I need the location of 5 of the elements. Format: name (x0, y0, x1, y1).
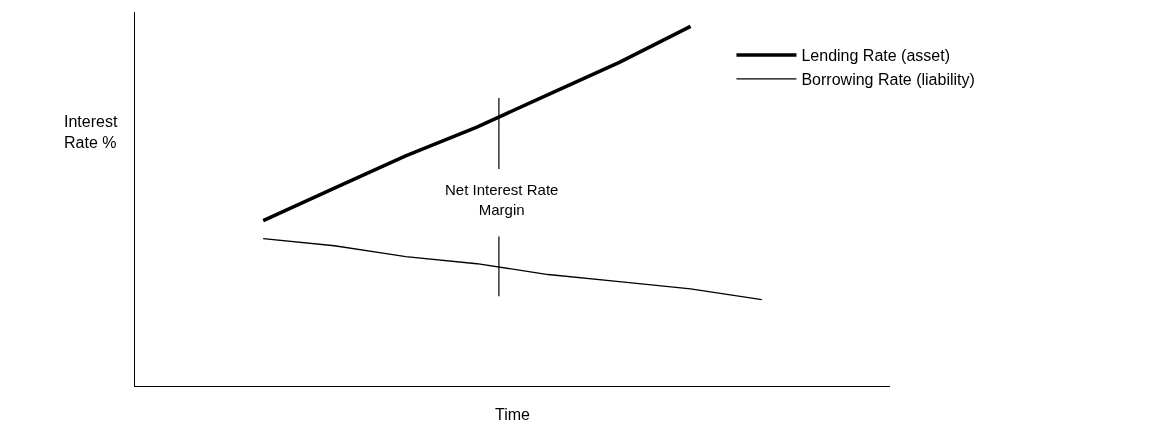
annotation: Net Interest Rate Margin (445, 181, 559, 218)
legend-label: Borrowing Rate (liability) (801, 71, 975, 89)
legend-label: Lending Rate (asset) (801, 47, 950, 65)
x-axis-title: Time (495, 406, 531, 424)
y-axis-title: Interest Rate % (64, 113, 118, 151)
